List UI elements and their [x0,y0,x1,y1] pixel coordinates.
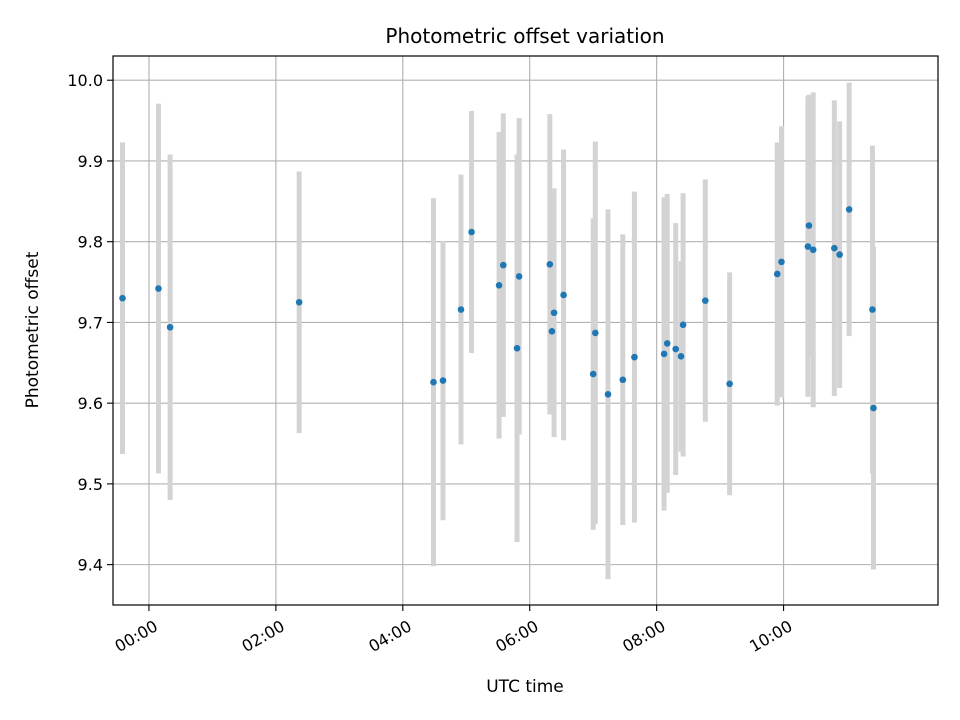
data-point [550,309,558,317]
data-point [836,251,843,258]
data-point [677,353,685,360]
y-axis: 9.4 9.5 9.6 9.7 9.8 9.9 10.0 [67,71,113,575]
data-point [663,340,671,347]
y-tick-label: 10.0 [67,71,103,90]
data-point [870,404,877,412]
data-point [631,353,638,361]
plot-frame [112,55,939,606]
data-point [809,246,817,254]
y-tick-label: 9.4 [78,556,103,575]
y-tick-label: 9.6 [78,394,103,413]
data-point [778,258,785,266]
data-point [457,306,465,313]
data-point [604,390,612,398]
data-point [773,270,781,278]
data-point [845,206,853,213]
data-point [831,244,838,252]
data-point [589,370,597,378]
y-tick-label: 9.7 [78,313,103,332]
data-point [679,321,687,329]
chart-title: Photometric offset variation [385,24,664,48]
x-axis-label: UTC time [486,677,564,697]
data-point [560,291,567,299]
data-point [513,344,521,352]
data-point [515,273,523,280]
data-point [548,328,556,335]
data-point [430,378,437,386]
data-point [592,329,599,337]
data-point [499,261,507,269]
data-point [869,306,876,313]
data-point [546,260,554,268]
y-axis-label: Photometric offset [23,251,43,408]
data-point [702,297,709,304]
data-point [119,294,126,302]
data-point [804,243,812,250]
data-point [726,380,733,388]
y-tick-label: 9.5 [78,475,103,494]
y-tick-label: 9.8 [78,233,103,252]
data-points [119,206,877,412]
y-tick-label: 9.9 [78,152,103,171]
data-point [155,285,162,292]
data-point [660,350,668,358]
data-point [672,345,679,353]
data-point [805,222,813,229]
data-point [495,281,503,289]
data-point [468,228,475,236]
data-point [619,376,627,384]
data-point [439,377,447,384]
data-point [295,298,303,306]
data-point [166,323,174,331]
